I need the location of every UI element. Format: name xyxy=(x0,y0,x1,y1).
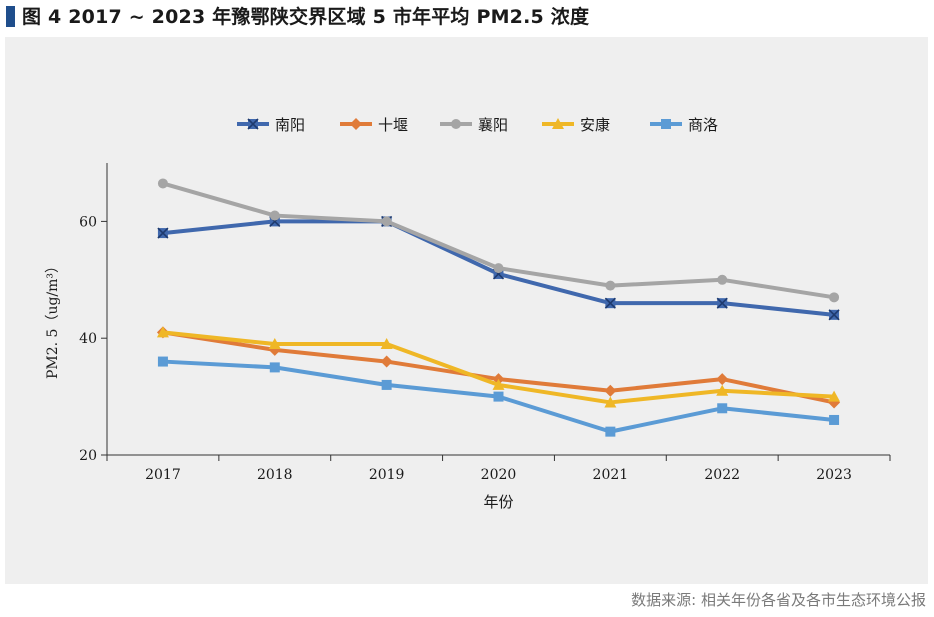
marker-shape xyxy=(157,356,168,367)
series-square-point xyxy=(269,362,280,373)
line-chart: 20 40 60 2017 2018 2019 2020 2021 2022 2023 年份 PM2.… xyxy=(45,116,891,511)
marker-shape xyxy=(493,263,504,274)
marker-shape xyxy=(156,326,169,338)
legend-label: 安康 xyxy=(580,116,610,134)
series-asterisk-point xyxy=(716,297,728,309)
legend-item: 安康 xyxy=(542,116,610,134)
series-circle-point xyxy=(605,280,616,291)
series-triangle-point xyxy=(716,384,729,396)
marker-shape xyxy=(269,210,280,221)
series-triangle-point xyxy=(604,396,617,408)
x-tick-label: 2017 xyxy=(145,467,181,483)
series-triangle-point xyxy=(492,378,505,390)
marker-shape xyxy=(717,403,728,414)
series-circle-point xyxy=(381,216,392,227)
marker-shape xyxy=(157,178,168,189)
series-triangle-point xyxy=(380,338,393,350)
series-diamond-point xyxy=(380,355,393,368)
marker-cross xyxy=(247,118,259,130)
x-tick-label: 2020 xyxy=(481,467,517,483)
series-circle-point xyxy=(269,210,280,221)
title-accent-bar xyxy=(6,6,15,27)
marker-shape xyxy=(268,338,281,350)
marker-shape xyxy=(380,355,393,368)
series-triangle-point xyxy=(828,390,841,402)
marker-shape xyxy=(380,338,393,350)
marker-shape xyxy=(381,379,392,390)
series-diamond-point xyxy=(716,373,729,386)
legend-swatch-marker xyxy=(661,119,671,129)
marker-shape xyxy=(493,391,504,402)
marker-shape xyxy=(605,280,616,291)
series-square-point xyxy=(717,403,728,414)
x-axis-label: 年份 xyxy=(483,493,513,511)
series-asterisk-point xyxy=(157,227,169,239)
legend-label: 十堰 xyxy=(378,116,408,134)
marker-cross xyxy=(604,297,616,309)
marker-shape xyxy=(661,119,671,129)
legend-swatch-marker xyxy=(552,118,564,129)
y-tick-label: 60 xyxy=(79,214,97,230)
legend-item: 商洛 xyxy=(650,116,718,134)
series-square-point xyxy=(605,426,616,437)
marker-shape xyxy=(829,414,840,425)
figure-header: 图 4 2017 ~ 2023 年豫鄂陕交界区域 5 市年平均 PM2.5 浓度 xyxy=(0,0,934,36)
marker-shape xyxy=(605,426,616,437)
legend-swatch-marker xyxy=(451,119,461,129)
series-circle-point xyxy=(493,263,504,274)
marker-shape xyxy=(381,216,392,227)
legend-item: 十堰 xyxy=(340,116,408,134)
y-tick-label: 40 xyxy=(79,331,97,347)
series-circle-point xyxy=(157,178,168,189)
series-circle-line xyxy=(160,181,837,300)
series-asterisk-point xyxy=(604,297,616,309)
series-triangle-point xyxy=(268,338,281,350)
marker-cross xyxy=(716,297,728,309)
x-tick-label: 2019 xyxy=(369,467,405,483)
x-tick-label: 2018 xyxy=(257,467,293,483)
marker-shape xyxy=(829,292,840,303)
legend-label: 商洛 xyxy=(688,116,718,134)
data-source-note: 数据来源: 相关年份各省及各市生态环境公报 xyxy=(631,591,926,609)
series-square-point xyxy=(493,391,504,402)
x-tick-label: 2023 xyxy=(816,467,852,483)
marker-shape xyxy=(492,378,505,390)
marker-cross xyxy=(157,227,169,239)
marker-cross xyxy=(828,309,840,321)
marker-shape xyxy=(716,373,729,386)
figure-title: 图 4 2017 ~ 2023 年豫鄂陕交界区域 5 市年平均 PM2.5 浓度 xyxy=(22,6,590,28)
legend-item: 南阳 xyxy=(237,116,305,134)
legend-label: 南阳 xyxy=(275,116,305,134)
marker-shape xyxy=(604,396,617,408)
legend-label: 襄阳 xyxy=(478,116,508,134)
x-tick-label: 2021 xyxy=(593,467,629,483)
series-circle-point xyxy=(829,292,840,303)
marker-shape xyxy=(717,274,728,285)
legend-item: 襄阳 xyxy=(440,116,508,134)
legend-swatch-marker xyxy=(350,118,362,130)
y-tick-label: 20 xyxy=(79,448,97,464)
y-axis-label: PM2. 5（ug/m³） xyxy=(45,259,61,379)
series-circle-point xyxy=(717,274,728,285)
series-square-point xyxy=(829,414,840,425)
marker-shape xyxy=(716,384,729,396)
series-asterisk-point xyxy=(828,309,840,321)
marker-shape xyxy=(451,119,461,129)
marker-shape xyxy=(604,384,617,397)
chart-panel: 20 40 60 2017 2018 2019 2020 2021 2022 2023 年份 PM2.… xyxy=(5,37,928,584)
marker-shape xyxy=(269,362,280,373)
series-square-point xyxy=(157,356,168,367)
series-diamond-point xyxy=(604,384,617,397)
x-tick-label: 2022 xyxy=(704,467,740,483)
marker-shape xyxy=(350,118,362,130)
series-square-point xyxy=(381,379,392,390)
legend-swatch-marker xyxy=(247,118,259,130)
series-triangle-point xyxy=(156,326,169,338)
marker-shape xyxy=(552,118,564,129)
marker-shape xyxy=(828,390,841,402)
